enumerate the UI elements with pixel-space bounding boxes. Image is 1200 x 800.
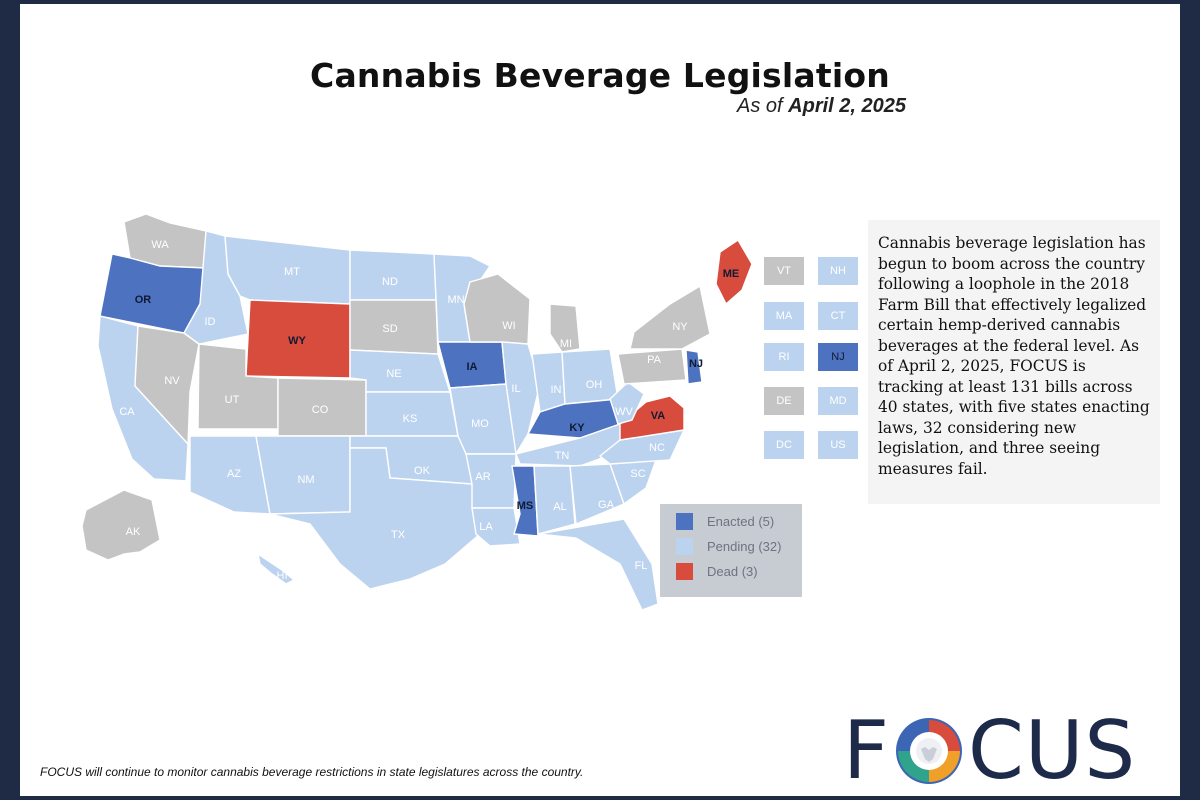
state-label-mt: MT	[284, 266, 300, 278]
state-label-mn: MN	[447, 294, 464, 306]
state-ny[interactable]	[629, 284, 711, 350]
state-label-id: ID	[205, 316, 216, 328]
legend-item-pending: Pending (32)	[676, 537, 781, 555]
description-text: Cannabis beverage legislation has begun …	[878, 234, 1150, 478]
state-label-nd: ND	[382, 276, 398, 288]
state-me[interactable]	[715, 239, 753, 306]
small-state-de[interactable]: DE	[764, 387, 804, 415]
us-map: WA OR CA NV ID MT WY UT CO AZ NM ND SD NE KS OK TX MN IA MO…	[81, 213, 753, 611]
state-label-ky: KY	[569, 422, 585, 434]
state-label-ut: UT	[225, 394, 240, 406]
state-label-wa: WA	[151, 239, 169, 251]
legend-item-enacted: Enacted (5)	[676, 512, 774, 530]
state-la[interactable]	[471, 507, 521, 547]
state-label-ca: CA	[119, 406, 135, 418]
legend-label: Pending (32)	[707, 538, 782, 554]
state-label-al: AL	[553, 501, 566, 513]
state-label-co: CO	[312, 404, 329, 416]
state-label-nm: NM	[297, 474, 314, 486]
footer-note: FOCUS will continue to monitor cannabis …	[40, 765, 584, 779]
small-state-ct[interactable]: CT	[818, 302, 858, 330]
logo-letter-suffix: CUS	[968, 704, 1137, 797]
state-label-ms: MS	[517, 500, 534, 512]
state-label-ak: AK	[126, 526, 141, 538]
state-label-oh: OH	[586, 379, 603, 391]
state-label-hi: HI	[277, 570, 288, 582]
state-wi[interactable]	[463, 273, 531, 345]
small-state-vt[interactable]: VT	[764, 257, 804, 285]
state-label-fl: FL	[635, 560, 648, 572]
state-pa[interactable]	[617, 348, 687, 385]
small-state-ri[interactable]: RI	[764, 343, 804, 371]
state-label-az: AZ	[227, 468, 241, 480]
state-label-ks: KS	[403, 413, 418, 425]
state-label-nc: NC	[649, 442, 665, 454]
state-label-me: ME	[723, 268, 740, 280]
small-state-dc[interactable]: DC	[764, 431, 804, 459]
state-label-nj: NJ	[689, 358, 703, 370]
state-label-il: IL	[511, 383, 520, 395]
state-label-va: VA	[651, 410, 666, 422]
state-label-ny: NY	[672, 321, 688, 333]
as-of-label: As of	[737, 95, 783, 117]
small-state-md[interactable]: MD	[818, 387, 858, 415]
infographic-card: Cannabis Beverage Legislation As of Apri…	[20, 4, 1180, 796]
state-label-ne: NE	[386, 368, 401, 380]
focus-logo: F CUS	[843, 706, 1136, 796]
small-state-us[interactable]: US	[818, 431, 858, 459]
state-al[interactable]	[533, 465, 576, 535]
state-hi[interactable]	[256, 552, 296, 585]
state-mi[interactable]	[549, 303, 581, 353]
state-nj[interactable]	[685, 349, 703, 385]
state-wv[interactable]	[609, 381, 645, 425]
state-va[interactable]	[619, 395, 685, 441]
state-label-mo: MO	[471, 418, 489, 430]
state-az[interactable]	[189, 435, 271, 515]
legend-item-dead: Dead (3)	[676, 562, 758, 580]
state-label-ar: AR	[475, 471, 490, 483]
state-label-ga: GA	[598, 499, 615, 511]
state-ms[interactable]	[511, 465, 539, 537]
as-of-date: As of April 2, 2025	[737, 95, 906, 118]
small-state-nj[interactable]: NJ	[818, 343, 858, 371]
state-in[interactable]	[531, 351, 566, 413]
logo-letter-prefix: F	[843, 704, 891, 797]
state-label-in: IN	[551, 384, 562, 396]
state-label-mi: MI	[560, 338, 572, 350]
state-label-wv: WV	[615, 406, 633, 418]
state-label-tn: TN	[555, 450, 570, 462]
map-legend: Enacted (5) Pending (32) Dead (3)	[660, 504, 802, 597]
state-label-sd: SD	[382, 323, 397, 335]
state-label-ia: IA	[467, 361, 478, 373]
state-label-wi: WI	[502, 320, 515, 332]
state-label-wy: WY	[288, 335, 306, 347]
state-label-sc: SC	[630, 468, 645, 480]
legend-swatch	[676, 562, 693, 580]
description-panel: Cannabis beverage legislation has begun …	[868, 220, 1160, 504]
page-title: Cannabis Beverage Legislation	[310, 56, 890, 95]
as-of-value: April 2, 2025	[788, 95, 906, 117]
state-fl[interactable]	[537, 518, 659, 611]
state-label-tx: TX	[391, 529, 406, 541]
state-label-or: OR	[135, 294, 152, 306]
legend-swatch	[676, 512, 693, 530]
state-label-ok: OK	[414, 465, 431, 477]
state-ak[interactable]	[81, 489, 161, 561]
state-ar[interactable]	[465, 453, 517, 509]
legend-label: Enacted (5)	[707, 513, 775, 529]
small-state-nh[interactable]: NH	[818, 257, 858, 285]
small-state-ma[interactable]: MA	[764, 302, 804, 330]
state-label-la: LA	[479, 521, 493, 533]
state-oh[interactable]	[561, 348, 619, 405]
state-label-nv: NV	[164, 375, 180, 387]
state-label-pa: PA	[647, 354, 662, 366]
lion-emblem-icon	[896, 718, 963, 784]
legend-label: Dead (3)	[707, 563, 758, 579]
legend-swatch	[676, 537, 693, 555]
